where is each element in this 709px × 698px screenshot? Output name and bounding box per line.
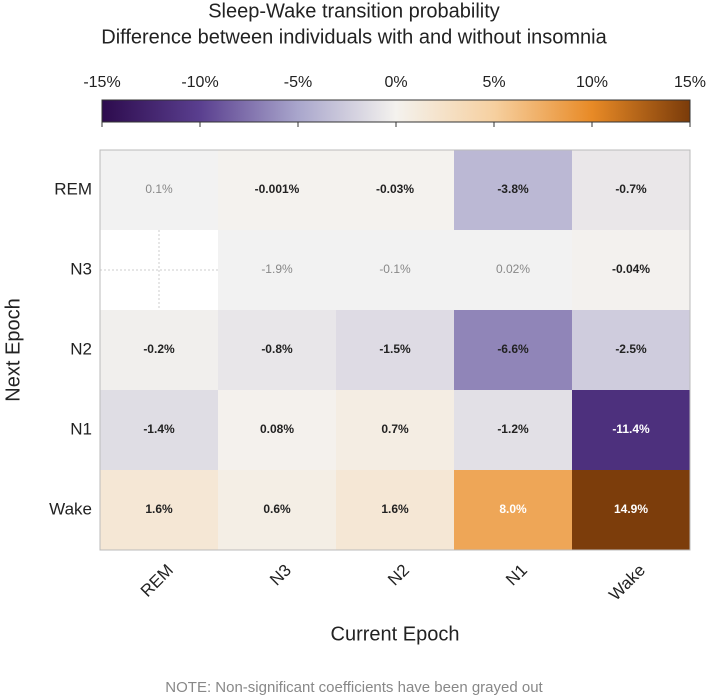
x-tick-label: N1 xyxy=(502,561,531,590)
colorbar-tick-label: -5% xyxy=(284,74,312,91)
heatmap-cell xyxy=(336,150,454,230)
heatmap-cell xyxy=(572,390,690,470)
x-tick-label: REM xyxy=(137,561,177,601)
heatmap-cell xyxy=(336,230,454,310)
heatmap-cell xyxy=(218,310,336,390)
cell-label: -0.8% xyxy=(261,342,293,356)
cell-label: 14.9% xyxy=(614,502,648,516)
chart-subtitle: Difference between individuals with and … xyxy=(101,26,607,48)
x-tick-label: N2 xyxy=(384,561,413,590)
heatmap-cell xyxy=(454,150,572,230)
heatmap-cell xyxy=(336,310,454,390)
colorbar-tick-label: 10% xyxy=(576,74,608,91)
y-tick-label: Wake xyxy=(49,499,92,518)
cell-label: 0.6% xyxy=(263,502,291,516)
heatmap-cell xyxy=(336,470,454,550)
cell-label: -0.1% xyxy=(379,262,411,276)
cell-label: -0.001% xyxy=(255,182,300,196)
x-tick-label: N3 xyxy=(266,561,295,590)
heatmap-cell xyxy=(100,310,218,390)
cell-label: 0.1% xyxy=(145,182,173,196)
heatmap-cell xyxy=(572,150,690,230)
heatmap-cell xyxy=(218,150,336,230)
cell-label: 8.0% xyxy=(499,502,527,516)
cell-label: -1.4% xyxy=(143,422,175,436)
cell-label: -0.03% xyxy=(376,182,414,196)
heatmap-cell xyxy=(454,230,572,310)
y-axis-title: Next Epoch xyxy=(2,298,24,401)
heatmap-cell xyxy=(572,310,690,390)
heatmap-cell xyxy=(218,470,336,550)
cell-label: -2.5% xyxy=(615,342,647,356)
heatmap-cell xyxy=(100,390,218,470)
heatmap-cell xyxy=(218,230,336,310)
y-tick-label: N1 xyxy=(70,419,92,438)
heatmap-cell xyxy=(572,230,690,310)
cell-label: -1.5% xyxy=(379,342,411,356)
colorbar-tick-label: 0% xyxy=(384,74,407,91)
cell-label: -6.6% xyxy=(497,342,529,356)
x-axis-title: Current Epoch xyxy=(331,623,460,645)
heatmap-cell xyxy=(100,470,218,550)
x-tick-label: Wake xyxy=(605,561,649,605)
y-tick-label: N3 xyxy=(70,259,92,278)
cell-label: -1.9% xyxy=(261,262,293,276)
cell-label: -0.7% xyxy=(615,182,647,196)
cell-label: 0.7% xyxy=(381,422,409,436)
note: NOTE: Non-significant coefficients have … xyxy=(165,679,543,696)
y-tick-label: REM xyxy=(54,179,92,198)
heatmap-cell xyxy=(336,390,454,470)
y-tick-label: N2 xyxy=(70,339,92,358)
cell-label: -1.2% xyxy=(497,422,529,436)
cell-label: 1.6% xyxy=(145,502,173,516)
cell-label: -0.04% xyxy=(612,262,650,276)
heatmap-cell xyxy=(218,390,336,470)
colorbar-tick-label: 5% xyxy=(482,74,505,91)
cell-label: -0.2% xyxy=(143,342,175,356)
heatmap-cell xyxy=(100,150,218,230)
colorbar xyxy=(101,99,691,123)
cell-label: -3.8% xyxy=(497,182,529,196)
heatmap-cell xyxy=(454,470,572,550)
heatmap-frame xyxy=(99,149,691,551)
colorbar-tick-label: -10% xyxy=(181,74,218,91)
chart-title: Sleep-Wake transition probability xyxy=(208,0,500,22)
heatmap-cell xyxy=(572,470,690,550)
cell-label: 1.6% xyxy=(381,502,409,516)
heatmap-cell xyxy=(454,310,572,390)
cell-label: 0.02% xyxy=(496,262,530,276)
colorbar-tick-label: 15% xyxy=(674,74,706,91)
heatmap-cell xyxy=(454,390,572,470)
colorbar-tick-label: -15% xyxy=(83,74,120,91)
cell-label: 0.08% xyxy=(260,422,294,436)
cell-label: -11.4% xyxy=(612,422,650,436)
